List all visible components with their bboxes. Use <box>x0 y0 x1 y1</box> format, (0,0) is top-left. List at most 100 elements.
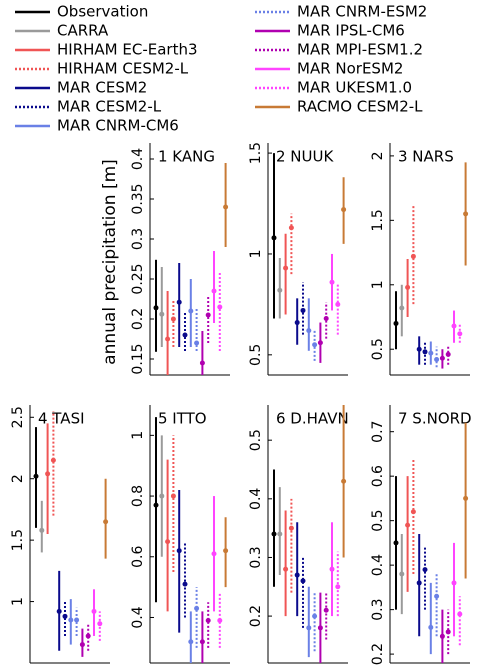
point <box>33 473 39 479</box>
point <box>416 580 422 586</box>
point <box>317 625 323 631</box>
point <box>341 478 347 484</box>
legend-label: HIRHAM CESM2-L <box>57 60 189 78</box>
legend-label: HIRHAM EC-Earth3 <box>57 41 198 59</box>
y-tick-label: 1.5 <box>248 142 264 164</box>
y-tick-label: 0.3 <box>370 598 386 620</box>
point <box>288 525 294 531</box>
y-tick-label: 1.5 <box>10 529 26 551</box>
legend-label: MAR CNRM-ESM2 <box>297 3 427 21</box>
point <box>410 253 416 259</box>
y-tick-label: 0.5 <box>370 510 386 532</box>
point <box>439 633 445 639</box>
panel-title: 3 NARS <box>398 148 454 166</box>
point <box>271 235 277 241</box>
point <box>463 495 469 501</box>
y-tick-label: 0.5 <box>370 338 386 360</box>
legend-label: RACMO CESM2-L <box>297 98 423 116</box>
point <box>300 578 306 584</box>
y-tick-label: 0.3 <box>130 228 146 250</box>
panel-title: 7 S.NORD <box>398 410 472 428</box>
point <box>85 633 91 639</box>
y-tick-label: 1 <box>370 280 386 289</box>
point <box>45 471 51 477</box>
point <box>457 611 463 617</box>
point <box>439 355 445 361</box>
y-tick-label: 0.4 <box>370 554 386 576</box>
y-tick-label: 0.2 <box>130 308 146 330</box>
y-axis-label: annual precipitation [m] <box>100 159 120 365</box>
point <box>159 311 165 317</box>
y-tick-label: 0.4 <box>248 488 264 510</box>
point <box>205 618 211 624</box>
point <box>294 572 300 578</box>
y-tick-label: 0.6 <box>370 465 386 487</box>
panel-title: 6 D.HAVN <box>276 410 349 428</box>
point <box>422 349 428 355</box>
point <box>323 316 329 322</box>
point <box>194 605 200 611</box>
panel-title: 1 KANG <box>158 148 215 166</box>
y-tick-label: 2.5 <box>10 406 26 428</box>
point <box>399 571 405 577</box>
y-tick-label: 0.25 <box>130 263 146 294</box>
point <box>68 617 74 623</box>
point <box>335 584 341 590</box>
y-tick-label: 0.15 <box>130 343 146 374</box>
y-tick-label: 0.6 <box>130 546 146 568</box>
point <box>451 323 457 329</box>
point <box>341 207 347 213</box>
point <box>323 607 329 613</box>
point <box>199 639 205 645</box>
y-tick-label: 0.35 <box>130 183 146 214</box>
point <box>194 340 200 346</box>
y-tick-label: 0.2 <box>370 643 386 665</box>
y-tick-label: 1 <box>248 249 264 258</box>
point <box>283 265 289 271</box>
legend-label: MAR NorESM2 <box>297 60 403 78</box>
point <box>300 307 306 313</box>
point <box>312 613 318 619</box>
point <box>199 360 205 366</box>
point <box>434 593 440 599</box>
legend-label: MAR CESM2-L <box>57 98 162 116</box>
point <box>288 225 294 231</box>
y-tick-label: 0.5 <box>248 429 264 451</box>
y-tick-label: 2 <box>370 151 386 160</box>
point <box>317 340 323 346</box>
point <box>153 305 159 311</box>
panel-title: 4 TASI <box>38 410 85 428</box>
legend-label: CARRA <box>57 22 109 40</box>
point <box>271 531 277 537</box>
point <box>159 493 165 499</box>
point <box>56 608 62 614</box>
point <box>74 617 80 623</box>
point <box>428 350 434 356</box>
point <box>457 331 463 337</box>
point <box>463 211 469 217</box>
point <box>223 204 229 210</box>
point <box>62 613 68 619</box>
point <box>416 346 422 352</box>
point <box>211 288 217 294</box>
point <box>176 299 182 305</box>
y-tick-label: 0.3 <box>248 546 264 568</box>
point <box>170 493 176 499</box>
point <box>188 308 194 314</box>
legend-label: MAR IPSL-CM6 <box>297 22 405 40</box>
point <box>165 336 171 342</box>
point <box>211 551 217 557</box>
point <box>312 342 318 348</box>
point <box>428 624 434 630</box>
y-tick-label: 0.4 <box>130 606 146 628</box>
y-tick-label: 0.8 <box>130 485 146 507</box>
point <box>283 566 289 572</box>
legend-label: MAR UKESM1.0 <box>297 79 412 97</box>
point <box>91 608 97 614</box>
y-tick-label: 1.5 <box>370 209 386 231</box>
y-tick-label: 1 <box>10 597 26 606</box>
point <box>79 642 85 648</box>
point <box>405 522 411 528</box>
point <box>277 531 283 537</box>
